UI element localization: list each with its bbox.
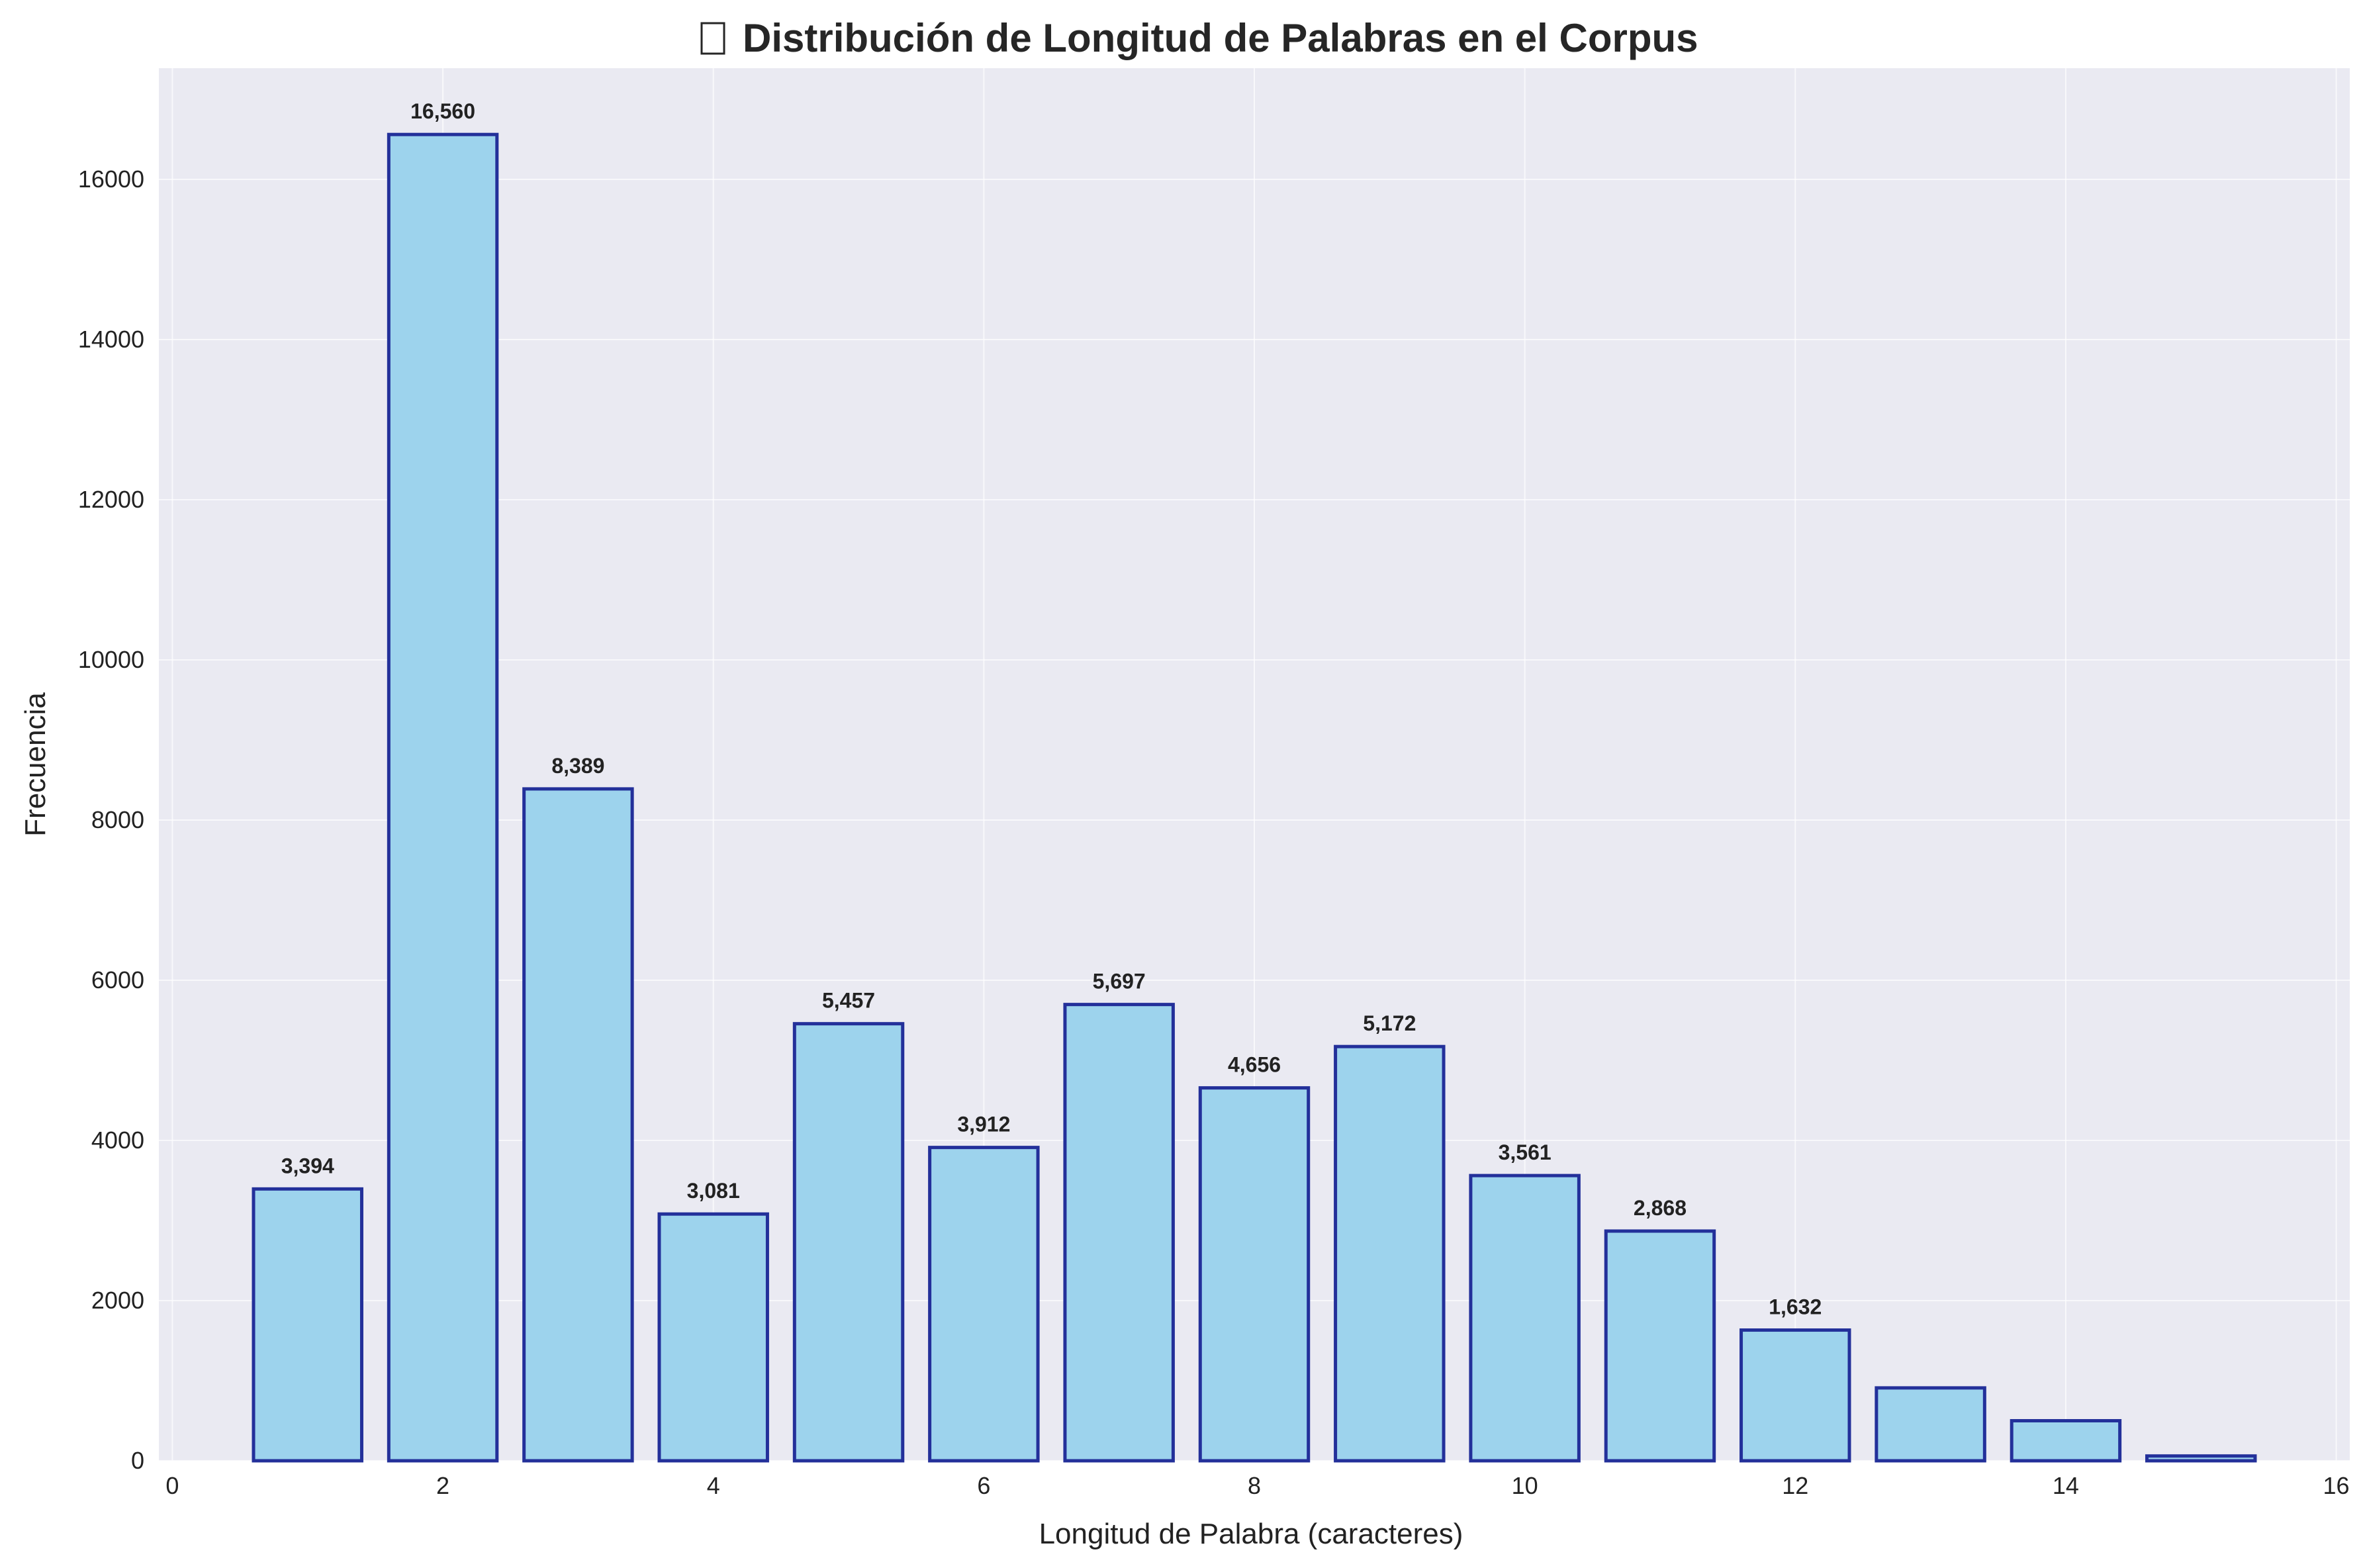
bar-4 <box>657 1212 769 1463</box>
data-label-4: 3,081 <box>687 1179 740 1203</box>
x-tick-label-0: 0 <box>165 1472 179 1499</box>
bar-15 <box>2145 1454 2257 1463</box>
y-axis-label: Frecuencia <box>19 692 52 837</box>
bar-5 <box>792 1022 905 1463</box>
data-label-1: 3,394 <box>281 1154 334 1177</box>
bar-10 <box>1469 1174 1581 1463</box>
chart-icon <box>700 22 725 55</box>
bar-13 <box>1875 1386 1986 1463</box>
y-tick-label-2: 4000 <box>91 1127 144 1154</box>
data-label-7: 5,697 <box>1093 970 1146 993</box>
x-tick-label-6: 12 <box>1782 1472 1808 1499</box>
y-tick-label-3: 6000 <box>91 966 144 993</box>
x-tick-label-8: 16 <box>2323 1472 2350 1499</box>
y-tick-label-8: 16000 <box>78 165 144 193</box>
y-tick-label-5: 10000 <box>78 646 144 673</box>
bars <box>252 132 2257 1463</box>
data-label-12: 1,632 <box>1769 1295 1822 1319</box>
bar-9 <box>1334 1044 1446 1463</box>
bar-1 <box>252 1187 363 1463</box>
data-label-10: 3,561 <box>1499 1140 1552 1164</box>
y-tick-label-4: 8000 <box>91 806 144 833</box>
bar-8 <box>1198 1086 1311 1463</box>
bar-7 <box>1063 1003 1175 1463</box>
y-axis-ticks: 0 2000 4000 6000 8000 10000 12000 14000 16000 <box>78 165 144 1474</box>
data-label-9: 5,172 <box>1363 1011 1416 1035</box>
bar-3 <box>522 787 634 1463</box>
bar-14 <box>2010 1418 2122 1463</box>
x-tick-label-4: 8 <box>1248 1472 1261 1499</box>
data-label-8: 4,656 <box>1228 1053 1281 1077</box>
x-axis-label: Longitud de Palabra (caracteres) <box>1039 1518 1463 1550</box>
data-label-3: 8,389 <box>551 754 604 778</box>
data-label-2: 16,560 <box>410 99 475 123</box>
chart-title-group: Distribución de Longitud de Palabras en … <box>700 16 1698 60</box>
bar-6 <box>928 1146 1040 1463</box>
chart-title: Distribución de Longitud de Palabras en … <box>743 16 1698 60</box>
bar-2 <box>387 132 499 1463</box>
bar-11 <box>1604 1229 1716 1463</box>
x-tick-label-3: 6 <box>977 1472 990 1499</box>
y-tick-label-7: 14000 <box>78 326 144 353</box>
y-tick-label-1: 2000 <box>91 1287 144 1314</box>
bar-12 <box>1739 1328 1851 1463</box>
x-tick-label-7: 14 <box>2053 1472 2079 1499</box>
data-label-11: 2,868 <box>1634 1196 1687 1220</box>
data-labels: 3,394 16,560 8,389 3,081 5,457 3,912 5,697 4,65… <box>281 99 1822 1318</box>
x-axis-ticks: 0 2 4 6 8 10 12 14 16 <box>165 1472 2349 1499</box>
data-label-6: 3,912 <box>957 1113 1010 1136</box>
x-tick-label-5: 10 <box>1512 1472 1538 1499</box>
y-tick-label-6: 12000 <box>78 486 144 513</box>
y-tick-label-0: 0 <box>131 1447 144 1474</box>
data-label-5: 5,457 <box>822 989 875 1013</box>
x-tick-label-2: 4 <box>707 1472 720 1499</box>
x-tick-label-1: 2 <box>436 1472 449 1499</box>
